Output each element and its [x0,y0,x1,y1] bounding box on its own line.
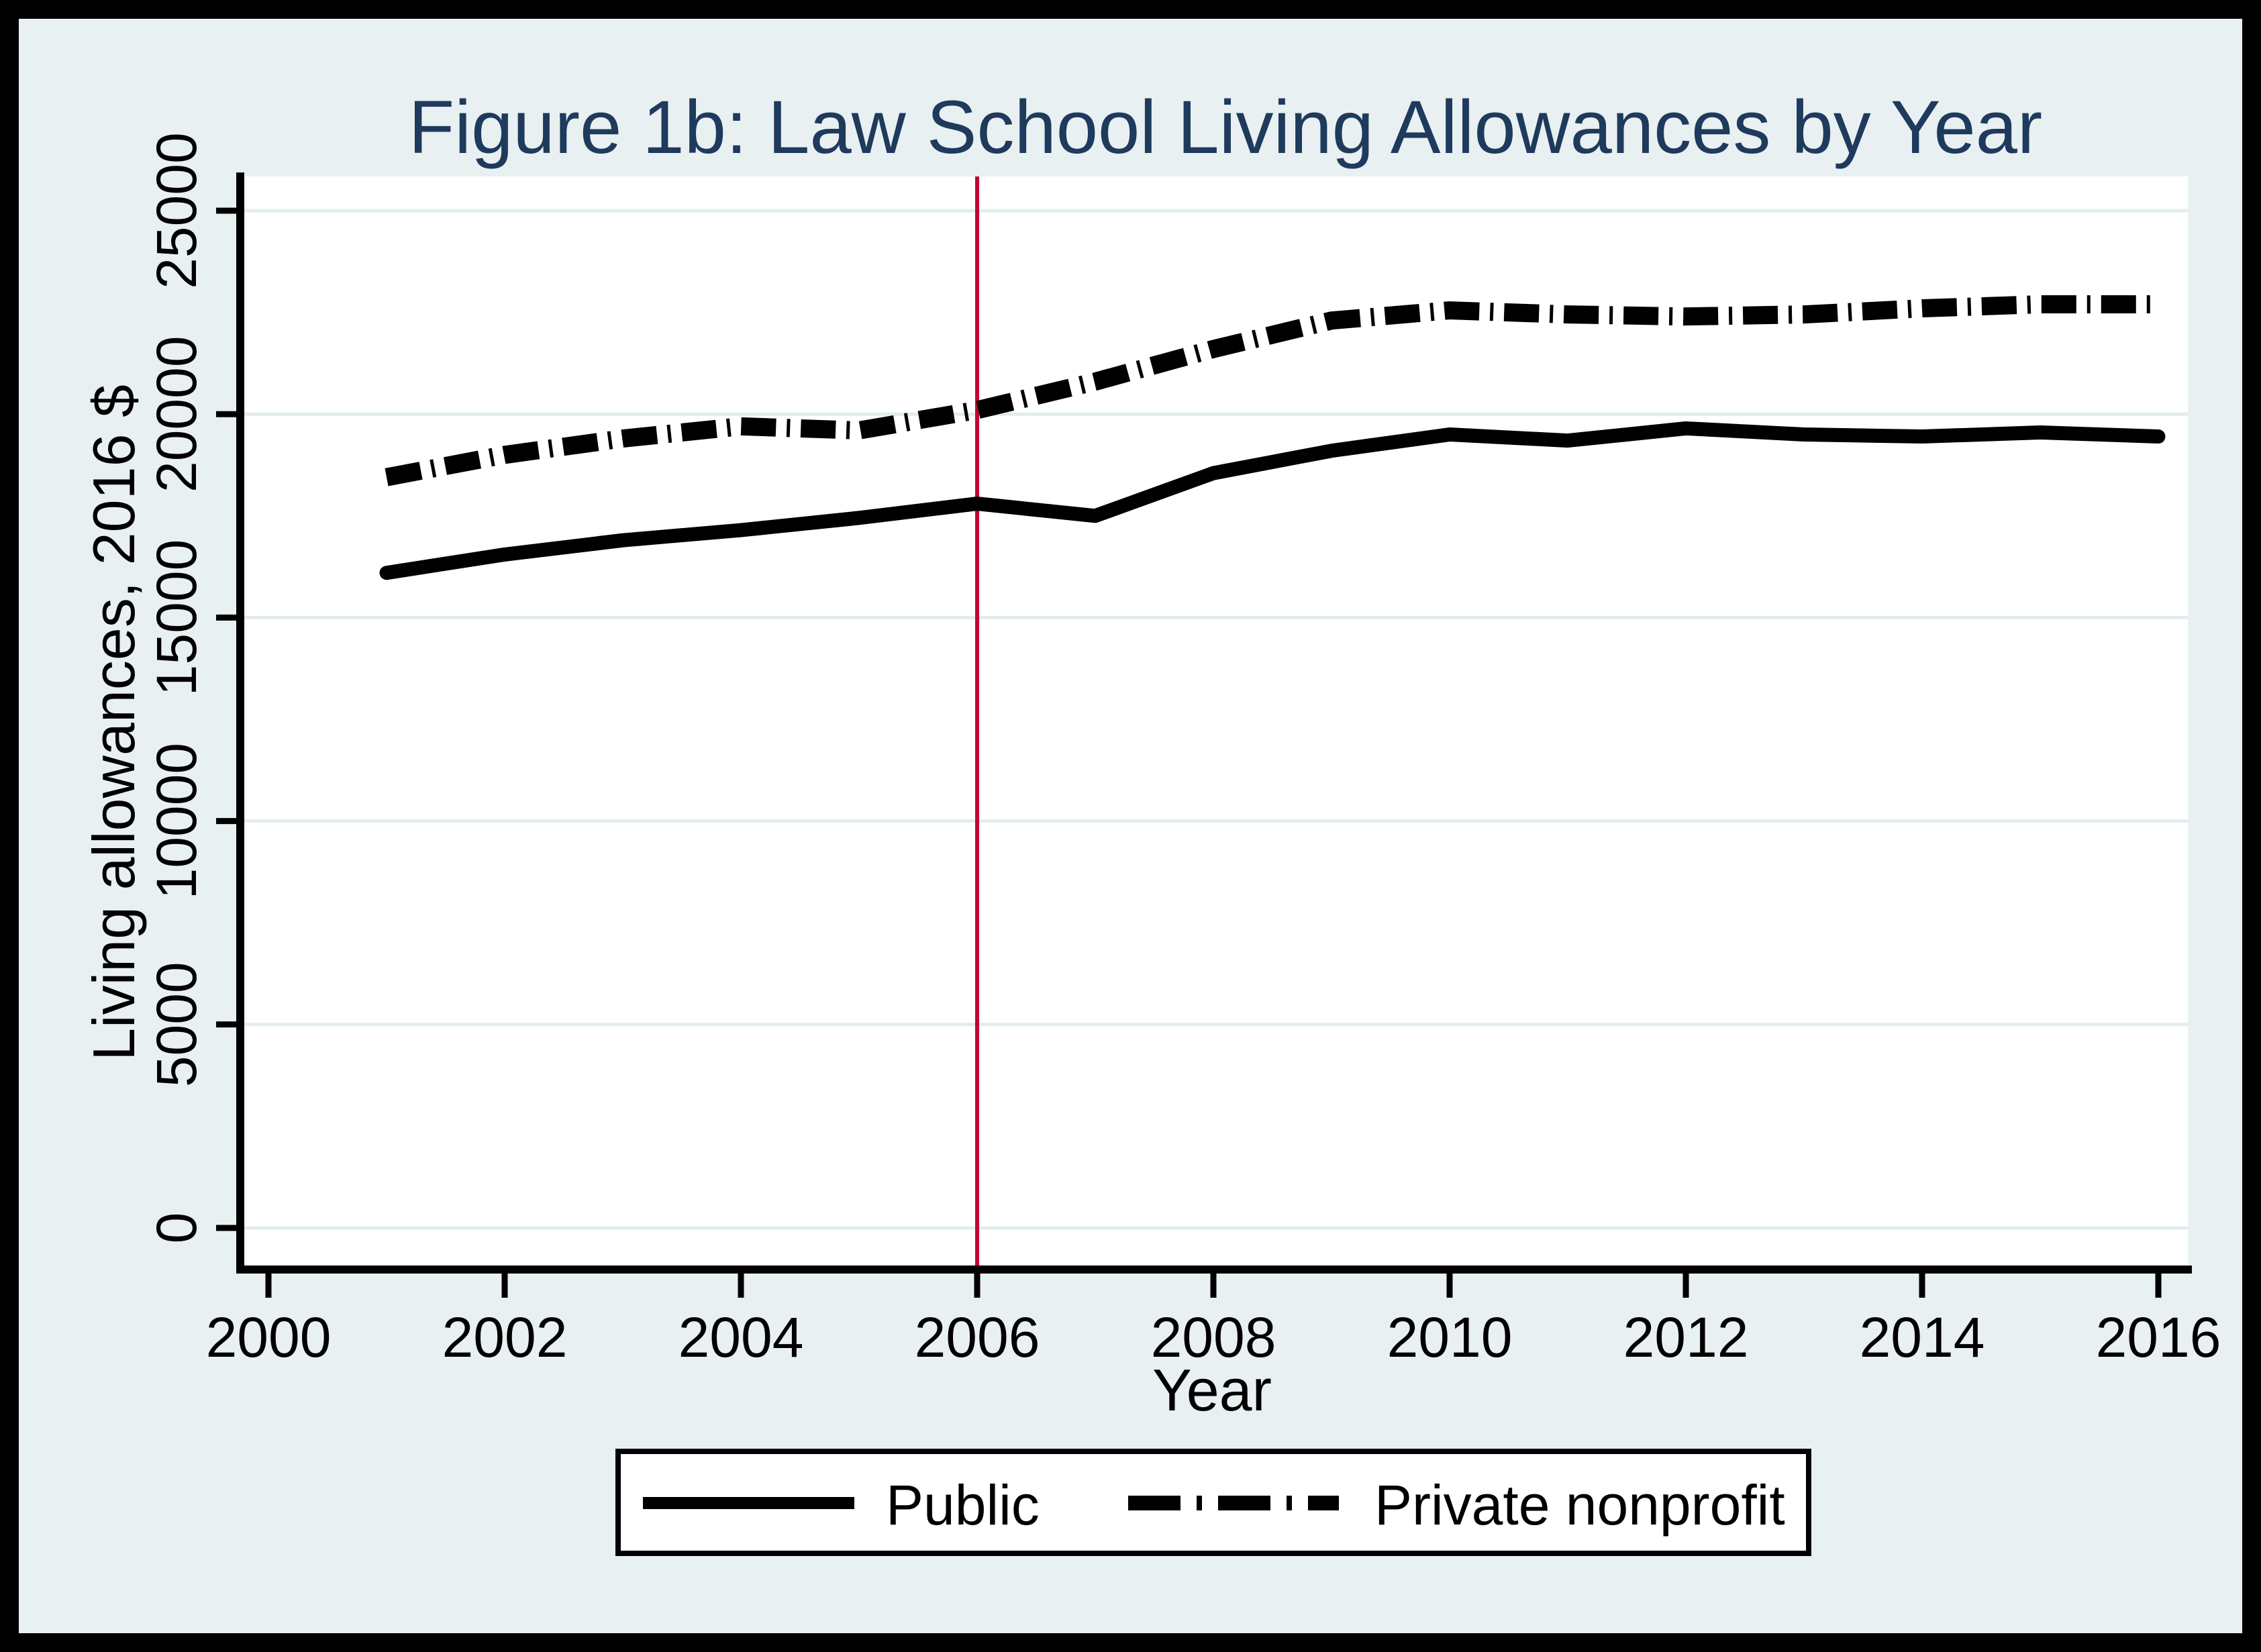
data-series [379,295,2166,580]
x-tick-label-2006: 2006 [915,1306,1040,1369]
legend-label-private-nonprofit: Private nonprofit [1374,1474,1785,1537]
x-tick-label-2000: 2000 [206,1306,332,1369]
y-tick-label-20000: 20000 [145,335,208,493]
y-axis-title: Living allowances, 2016 $ [81,384,147,1061]
y-tick-label-25000: 25000 [145,132,208,289]
y-tick-label-5000: 5000 [145,962,208,1087]
x-axis-ticks: 2000 2002 2004 2006 2008 2010 2012 2014 2016 [206,1272,2221,1369]
x-tick-label-2012: 2012 [1623,1306,1749,1369]
x-tick-label-2004: 2004 [679,1306,804,1369]
x-tick-label-2008: 2008 [1151,1306,1276,1369]
chart-title: Figure 1b: Law School Living Allowances … [409,85,2042,169]
x-axis-title: Year [1152,1357,1272,1423]
x-tick-label-2010: 2010 [1387,1306,1513,1369]
y-axis-ticks: 0 5000 10000 15000 20000 25000 [145,132,239,1243]
legend: Public Private nonprofit [615,1449,1811,1556]
y-tick-label-15000: 15000 [145,539,208,696]
legend-label-public: Public [886,1474,1040,1537]
y-tick-label-0: 0 [145,1212,208,1244]
x-tick-label-2016: 2016 [2096,1306,2221,1369]
gridlines [240,209,2188,1230]
private-nonprofit-line [385,295,2158,486]
x-tick-label-2014: 2014 [1860,1306,1985,1369]
public-line [379,421,2166,580]
x-tick-label-2002: 2002 [442,1306,568,1369]
y-tick-label-10000: 10000 [145,743,208,900]
plot-area [240,176,2188,1270]
